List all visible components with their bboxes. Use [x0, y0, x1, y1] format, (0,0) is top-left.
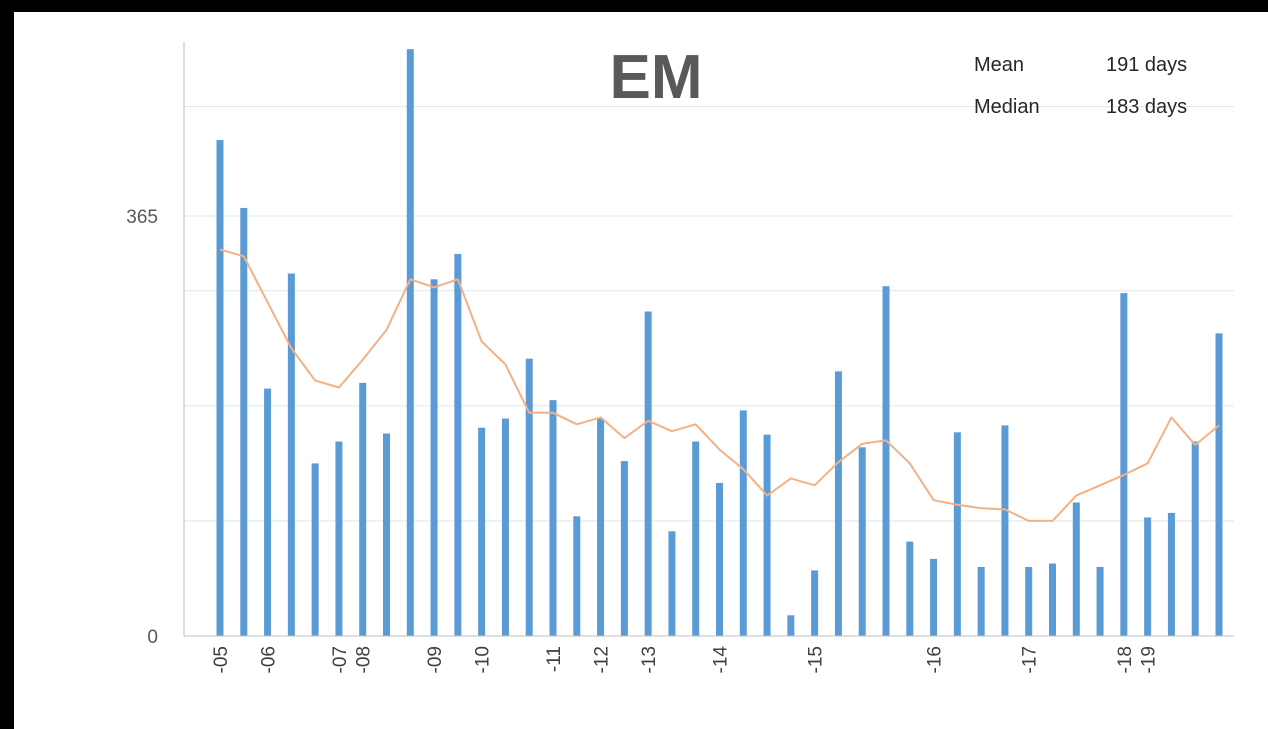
bar [501, 418, 509, 636]
chart-title: EM [610, 43, 703, 112]
grid-layer [184, 106, 1234, 522]
x-tick-label: -13 [639, 646, 660, 673]
bar [716, 482, 723, 636]
x-tick-label: -12 [592, 646, 613, 673]
bar [739, 410, 747, 636]
y-tick-label: 0 [147, 627, 158, 648]
bar [668, 531, 676, 636]
median-value: 183 days [1106, 96, 1187, 118]
median-label: Median [974, 96, 1040, 118]
bar [858, 447, 866, 636]
x-tick-label: -17 [1020, 646, 1041, 673]
axis-layer: 0 365 -05 -06 -07 -08 -09 -10 -11 -12 -13 -14 -15 -16… [126, 42, 1234, 673]
bar [930, 558, 938, 636]
mean-label: Mean [974, 54, 1024, 76]
bar [906, 541, 914, 636]
bar [1215, 333, 1223, 636]
bar [1167, 512, 1175, 636]
bar [264, 388, 272, 636]
bar [359, 382, 367, 636]
bar [287, 273, 295, 636]
x-tick-label: -19 [1139, 646, 1160, 673]
bar [406, 49, 414, 636]
bar-layer [216, 49, 1223, 637]
bar [216, 140, 224, 636]
bar [240, 207, 248, 637]
bar [1001, 425, 1009, 636]
bar [430, 279, 438, 636]
bar [811, 570, 819, 636]
bar [834, 371, 842, 636]
x-tick-label: -11 [544, 646, 565, 672]
trend-line-layer [219, 248, 1220, 522]
x-tick-label: -18 [1115, 646, 1136, 673]
bar [977, 566, 985, 636]
bar [454, 253, 462, 636]
x-tick-label: -16 [925, 646, 946, 673]
bar [1096, 566, 1104, 636]
bar [692, 441, 700, 636]
x-tick-label: -14 [711, 646, 732, 674]
bar [383, 433, 390, 636]
x-tick-label: -06 [259, 646, 280, 673]
bar [525, 358, 533, 636]
bar [1072, 502, 1080, 636]
y-tick-label: 365 [126, 207, 158, 228]
bar [953, 432, 961, 636]
x-tick-label: -08 [354, 646, 375, 673]
chart-svg: 0 365 -05 -06 -07 -08 -09 -10 -11 -12 -13 -14 -15 -16… [126, 42, 1234, 673]
bar [478, 427, 486, 636]
bar [787, 615, 795, 636]
bar [620, 461, 628, 636]
bar [549, 400, 557, 636]
x-tick-label: -15 [806, 646, 827, 673]
bar [335, 441, 343, 636]
trend-line [219, 248, 1220, 522]
bar [573, 516, 581, 636]
chart-frame: 0 365 -05 -06 -07 -08 -09 -10 -11 -12 -13 -14 -15 -16… [14, 12, 1268, 729]
bar [1144, 517, 1152, 636]
x-tick-label: -05 [211, 646, 232, 673]
mean-value: 191 days [1106, 54, 1187, 76]
bar [1049, 563, 1056, 636]
bar [311, 463, 319, 636]
bar [1191, 441, 1199, 636]
bar [882, 286, 890, 636]
bar [644, 311, 652, 636]
bar [1025, 566, 1033, 636]
bar [597, 418, 605, 636]
x-tick-label: -07 [330, 646, 351, 673]
x-tick-label: -09 [425, 646, 446, 673]
bar [1120, 293, 1128, 636]
x-tick-label: -10 [473, 646, 494, 673]
bar [763, 434, 771, 636]
